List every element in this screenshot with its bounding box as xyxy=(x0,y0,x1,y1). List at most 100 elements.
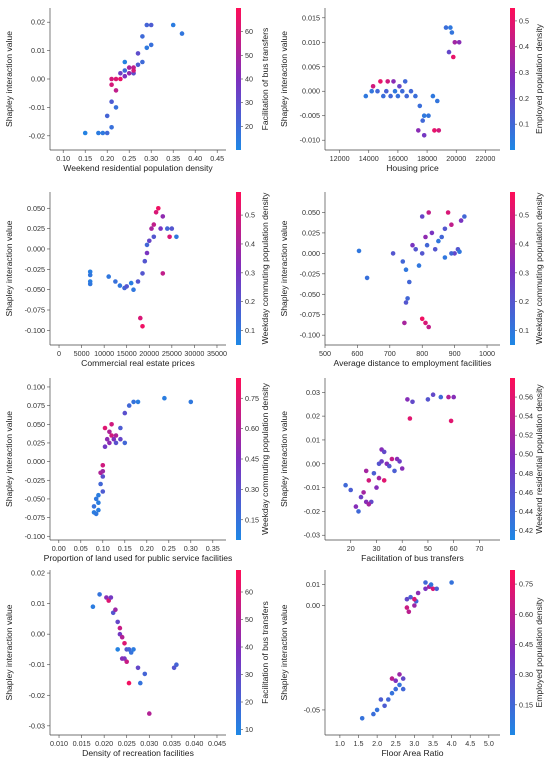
colorbar-tick-label: 0.15 xyxy=(519,700,533,709)
scatter-point xyxy=(420,118,426,123)
scatter-point xyxy=(443,25,449,30)
y-tick-label: 0.02 xyxy=(306,412,320,421)
colorbar-tick-label: 0.75 xyxy=(519,580,533,589)
x-tick-label: 0.010 xyxy=(50,739,68,748)
x-tick-label: 0.00 xyxy=(52,544,66,553)
scatter-point xyxy=(140,59,145,65)
scatter-point xyxy=(151,234,157,240)
scatter-point xyxy=(91,504,97,509)
x-tick-label: 0.15 xyxy=(118,544,132,553)
x-axis-label: Proportion of land used for public servi… xyxy=(44,553,233,563)
scatter-point xyxy=(144,242,150,248)
scatter-point xyxy=(430,93,436,99)
colorbar-label: Facilitation of bus transfers xyxy=(260,601,270,704)
y-tick-label: 0.01 xyxy=(306,435,320,444)
scatter-point xyxy=(142,258,148,264)
colorbar-tick-label: 0.44 xyxy=(519,507,533,516)
x-tick-label: 500 xyxy=(319,349,331,358)
scatter-point xyxy=(148,22,154,28)
chart-panel-8: -0.05 0.00 0.01 1.0 1.5 2.0 2.5 3.0 3.5 4.0 4.5 5.0… xyxy=(279,570,544,758)
y-tick-label: 0.000 xyxy=(302,249,320,258)
scatter-point xyxy=(156,206,161,211)
colorbar-tick-label: 0.4 xyxy=(519,239,529,248)
scatter-point xyxy=(113,88,119,93)
scatter-point xyxy=(397,84,402,89)
colorbar-tick-label: 0.5 xyxy=(245,211,255,220)
x-tick-label: 20000 xyxy=(446,154,466,163)
scatter-point xyxy=(131,68,136,73)
scatter-point xyxy=(402,320,407,326)
scatter-point xyxy=(359,716,365,721)
x-tick-label: 20000 xyxy=(139,349,159,358)
scatter-point xyxy=(363,468,369,474)
x-tick-label: 0.35 xyxy=(206,544,220,553)
y-axis-label: Shapley interaction value xyxy=(4,220,14,316)
scatter-point xyxy=(107,429,112,435)
scatter-point xyxy=(410,399,415,405)
x-tick-label: 14000 xyxy=(359,154,379,163)
scatter-point xyxy=(188,399,194,405)
scatter-point xyxy=(96,500,101,506)
y-tick-label: 0.050 xyxy=(27,204,45,213)
x-tick-label: 0.30 xyxy=(184,544,198,553)
y-axis-label: Shapley interaction value xyxy=(4,31,14,127)
scatter-point xyxy=(151,222,157,227)
scatter-point xyxy=(462,214,467,219)
x-tick-label: 1.0 xyxy=(335,739,345,748)
scatter-point xyxy=(389,690,395,696)
scatter-point xyxy=(451,394,457,400)
scatter-point xyxy=(126,403,132,408)
y-tick-label: -0.05 xyxy=(304,705,320,714)
scatter-point xyxy=(405,296,410,301)
scatter-point xyxy=(118,71,123,76)
x-tick-label: 1000 xyxy=(479,349,495,358)
x-tick-label: 15000 xyxy=(117,349,137,358)
y-tick-label: 0.005 xyxy=(302,62,320,71)
chart-panel-6: -0.03 -0.02 -0.01 0.00 0.01 0.02 0.03 20 30 40 50 6… xyxy=(279,378,544,563)
y-tick-label: -0.01 xyxy=(29,103,45,112)
scatter-point xyxy=(100,130,106,136)
scatter-point xyxy=(135,279,141,284)
scatter-point xyxy=(109,82,114,87)
scatter-point xyxy=(96,507,101,513)
colorbar-tick-label: 0.54 xyxy=(519,412,533,421)
colorbar-tick-label: 0.1 xyxy=(519,120,529,129)
scatter-point xyxy=(448,25,453,30)
y-tick-label: -0.01 xyxy=(304,483,320,492)
x-tick-label: 3.5 xyxy=(428,739,438,748)
scatter-point xyxy=(122,68,128,73)
scatter-point xyxy=(451,54,456,60)
scatter-point xyxy=(415,590,421,596)
scatter-point xyxy=(109,99,114,104)
y-tick-label: -0.005 xyxy=(300,111,320,120)
scatter-point xyxy=(425,397,431,402)
scatter-point xyxy=(449,222,454,227)
scatter-point xyxy=(430,392,436,398)
scatter-point xyxy=(408,594,413,600)
x-tick-label: 0.25 xyxy=(122,154,136,163)
scatter-point xyxy=(109,433,114,438)
scatter-point xyxy=(122,73,128,79)
scatter-point xyxy=(90,604,96,609)
scatter-point xyxy=(348,487,354,493)
scatter-point xyxy=(113,76,119,82)
scatter-point xyxy=(399,466,405,471)
scatter-point xyxy=(147,238,152,244)
scatter-point xyxy=(82,130,88,136)
x-tick-label: 2.5 xyxy=(391,739,401,748)
y-tick-label: 0.015 xyxy=(302,13,320,22)
x-tick-label: 5000 xyxy=(74,349,90,358)
y-tick-label: 0.010 xyxy=(302,38,320,47)
scatter-point xyxy=(386,697,391,702)
scatter-point xyxy=(406,609,412,615)
scatter-point xyxy=(361,490,366,495)
scatter-point xyxy=(442,255,448,260)
scatter-point xyxy=(126,71,132,76)
scatter-point xyxy=(384,88,389,94)
scatter-point xyxy=(100,463,106,468)
scatter-point xyxy=(446,49,452,55)
y-tick-label: -0.02 xyxy=(29,691,45,700)
y-axis-label: Shapley interaction value xyxy=(279,604,289,700)
scatter-point xyxy=(102,425,108,431)
x-tick-label: 2.0 xyxy=(372,739,382,748)
